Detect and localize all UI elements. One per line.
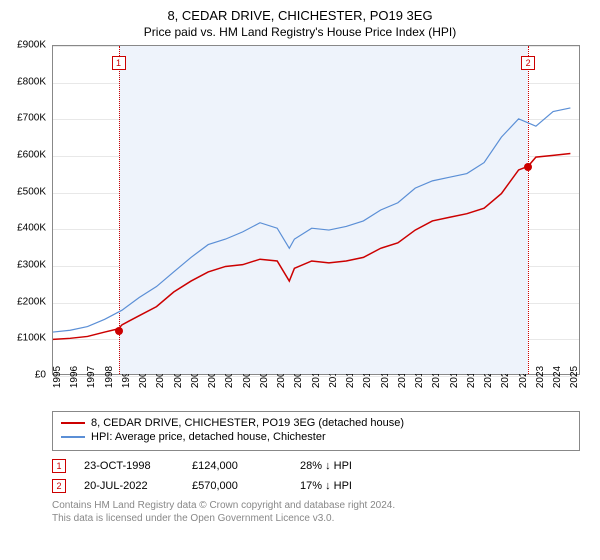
chart-marker: 1 bbox=[112, 56, 126, 70]
transaction-price: £570,000 bbox=[192, 480, 282, 492]
legend-item: 8, CEDAR DRIVE, CHICHESTER, PO19 3EG (de… bbox=[61, 417, 571, 429]
chart-area: £0£100K£200K£300K£400K£500K£600K£700K£80… bbox=[52, 45, 580, 405]
chart-title: 8, CEDAR DRIVE, CHICHESTER, PO19 3EG bbox=[12, 8, 588, 23]
chart-container: 8, CEDAR DRIVE, CHICHESTER, PO19 3EG Pri… bbox=[0, 0, 600, 560]
y-tick-label: £600K bbox=[17, 150, 46, 161]
plot-region: 12 bbox=[52, 45, 580, 375]
y-tick-label: £700K bbox=[17, 113, 46, 124]
transaction-diff: 28% ↓ HPI bbox=[300, 460, 390, 472]
footer-line: This data is licensed under the Open Gov… bbox=[52, 512, 588, 525]
transaction-date: 23-OCT-1998 bbox=[84, 460, 174, 472]
transaction-marker: 1 bbox=[52, 459, 66, 473]
y-tick-label: £200K bbox=[17, 296, 46, 307]
sale-dot bbox=[524, 163, 532, 171]
legend-label: 8, CEDAR DRIVE, CHICHESTER, PO19 3EG (de… bbox=[91, 417, 404, 429]
legend-swatch bbox=[61, 422, 85, 424]
footer-line: Contains HM Land Registry data © Crown c… bbox=[52, 499, 588, 512]
y-tick-label: £500K bbox=[17, 186, 46, 197]
legend-box: 8, CEDAR DRIVE, CHICHESTER, PO19 3EG (de… bbox=[52, 411, 580, 451]
sale-dot bbox=[115, 327, 123, 335]
chart-subtitle: Price paid vs. HM Land Registry's House … bbox=[12, 25, 588, 39]
line-layer bbox=[53, 46, 579, 374]
legend-item: HPI: Average price, detached house, Chic… bbox=[61, 431, 571, 443]
transaction-marker: 2 bbox=[52, 479, 66, 493]
y-tick-label: £400K bbox=[17, 223, 46, 234]
y-axis-labels: £0£100K£200K£300K£400K£500K£600K£700K£80… bbox=[10, 45, 50, 375]
transaction-date: 20-JUL-2022 bbox=[84, 480, 174, 492]
y-tick-label: £800K bbox=[17, 76, 46, 87]
transaction-rows: 1 23-OCT-1998 £124,000 28% ↓ HPI 2 20-JU… bbox=[52, 459, 588, 493]
chart-marker: 2 bbox=[521, 56, 535, 70]
transaction-row: 1 23-OCT-1998 £124,000 28% ↓ HPI bbox=[52, 459, 588, 473]
y-tick-label: £100K bbox=[17, 333, 46, 344]
x-axis-labels: 1995199619971998199920002001200220032004… bbox=[52, 375, 580, 405]
transaction-price: £124,000 bbox=[192, 460, 282, 472]
legend-label: HPI: Average price, detached house, Chic… bbox=[91, 431, 326, 443]
y-tick-label: £900K bbox=[17, 40, 46, 51]
legend-swatch bbox=[61, 436, 85, 438]
transaction-row: 2 20-JUL-2022 £570,000 17% ↓ HPI bbox=[52, 479, 588, 493]
y-tick-label: £300K bbox=[17, 260, 46, 271]
transaction-diff: 17% ↓ HPI bbox=[300, 480, 390, 492]
y-tick-label: £0 bbox=[35, 370, 46, 381]
footer-text: Contains HM Land Registry data © Crown c… bbox=[52, 499, 588, 525]
